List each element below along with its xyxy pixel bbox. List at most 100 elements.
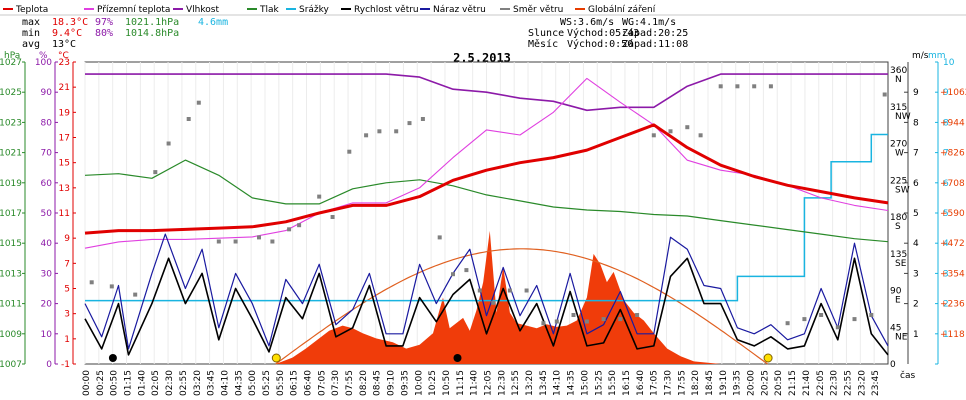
x-tick-label: 21:15 — [788, 370, 798, 396]
wind-direction-point — [524, 288, 529, 293]
x-tick-label: 16:15 — [622, 370, 632, 396]
x-tick-label: 21:40 — [802, 370, 812, 396]
tick-label-mm: 1 — [943, 330, 949, 340]
x-tick-label: 01:15 — [124, 370, 134, 396]
legend-label: Srážky — [299, 5, 330, 15]
wind-direction-point — [651, 133, 656, 138]
x-tick-label: 15:50 — [608, 370, 618, 396]
tick-label-hpa: 1017 — [0, 209, 22, 219]
tick-label-wm2: +944 — [940, 118, 965, 128]
chart-title: 2.5.2013 — [453, 51, 511, 65]
x-tick-label: 09:35 — [400, 370, 410, 396]
stats-max-hum: 97% — [95, 17, 113, 28]
wind-direction-point — [768, 84, 773, 89]
info-ws: WS:3.6m/s — [560, 17, 614, 28]
wind-direction-point — [89, 280, 94, 285]
wind-direction-point — [507, 288, 512, 293]
tick-label-dir: 315 — [890, 103, 907, 113]
stats-block: max 18.3°C 97% 1021.1hPa 4.6mm min 9.4°C… — [22, 17, 228, 50]
wind-direction-point — [819, 313, 824, 317]
moon-marker — [108, 354, 117, 362]
x-tick-label: 05:50 — [276, 370, 286, 396]
wind-direction-point — [394, 129, 399, 134]
wind-direction-point — [601, 317, 606, 322]
tick-label-mm: 9 — [943, 88, 949, 98]
x-tick-label: 18:45 — [705, 370, 715, 396]
tick-label-pct: 60 — [41, 179, 53, 189]
x-tick-label: 00:00 — [82, 370, 92, 396]
x-tick-label: 00:25 — [96, 370, 106, 396]
tick-label-mm: 6 — [943, 179, 949, 189]
tick-label-temp: 23 — [59, 58, 70, 68]
tick-label-dirname: NW — [895, 112, 911, 122]
solar-area — [85, 230, 888, 364]
x-tick-label: 15:00 — [580, 370, 590, 396]
wind-direction-point — [451, 272, 455, 277]
stats-min-press: 1014.8hPa — [125, 28, 179, 39]
x-tick-label: 19:35 — [733, 370, 743, 396]
wind-direction-point — [685, 125, 690, 130]
wind-gust-line — [84, 233, 889, 350]
wind-direction-point — [364, 133, 369, 138]
tick-label-temp: 11 — [59, 209, 70, 219]
wind-direction-point — [330, 215, 335, 219]
wind-direction-point — [541, 321, 546, 326]
tick-label-temp: 5 — [64, 285, 70, 295]
x-tick-label: 17:05 — [650, 370, 660, 396]
wind-direction-point — [698, 133, 703, 138]
tick-label-dirname: W — [895, 149, 904, 159]
sun-marker — [271, 353, 281, 363]
wind-direction-point — [668, 129, 673, 134]
tick-label-hpa: 1027 — [0, 58, 22, 68]
wind-direction-point — [166, 141, 171, 146]
x-tick-label: 10:00 — [414, 370, 424, 396]
tick-label-hpa: 1009 — [0, 330, 22, 340]
tick-label-dirname: N — [895, 75, 902, 85]
x-tick-label: 11:40 — [470, 370, 480, 396]
x-tick-label: 22:05 — [816, 370, 826, 396]
stats-min-label: min — [22, 28, 40, 39]
x-tick-label: 20:00 — [747, 370, 757, 396]
tick-label-ws: 6 — [913, 179, 919, 189]
info-slunce-zapad: Západ:20:25 — [622, 27, 688, 39]
x-tick-label: 08:45 — [373, 370, 383, 396]
x-tick-label: 11:15 — [456, 370, 466, 396]
wind-direction-point — [464, 268, 469, 273]
x-tick-label: 07:55 — [345, 370, 355, 396]
wind-direction-point — [735, 84, 740, 89]
legend-label: Směr větru — [513, 5, 563, 15]
legend-label: Náraz větru — [433, 5, 486, 15]
tick-label-ws: 8 — [913, 118, 919, 128]
wind-direction-point — [752, 84, 757, 89]
info-wg: WG:4.1m/s — [622, 17, 676, 28]
stats-max-temp: 18.3°C — [52, 17, 88, 28]
tick-label-pct: 80 — [41, 118, 53, 128]
stats-min-hum: 80% — [95, 28, 113, 39]
tick-label-pct: 100 — [35, 58, 52, 68]
wind-direction-point — [287, 227, 292, 232]
moon-marker — [453, 354, 462, 362]
tick-label-pct: 30 — [41, 269, 53, 279]
x-tick-label: 02:55 — [179, 370, 189, 396]
wind-direction-point — [233, 239, 238, 244]
x-tick-label: 12:05 — [484, 370, 494, 396]
wind-direction-point — [186, 117, 191, 121]
tick-label-hpa: 1011 — [0, 300, 22, 310]
wind-direction-point — [347, 149, 352, 154]
tick-label-wm2: +1062 — [940, 88, 966, 98]
tick-label-dir: 90 — [890, 287, 902, 297]
tick-label-wm2: +118 — [940, 330, 965, 340]
x-tick-label: 04:35 — [234, 370, 244, 396]
tick-label-dirname: NE — [895, 332, 908, 342]
tick-label-dir: 135 — [890, 250, 907, 260]
tick-label-ws: 4 — [913, 239, 919, 249]
wind-direction-point — [802, 317, 807, 322]
axis-unit-temp: °C — [58, 51, 69, 61]
tick-label-hpa: 1021 — [0, 149, 22, 159]
legend-label: Tlak — [259, 5, 280, 15]
x-tick-label: 13:45 — [539, 370, 549, 396]
wind-direction-point — [869, 313, 874, 317]
tick-label-temp: 19 — [59, 108, 71, 118]
tick-label-temp: 21 — [59, 83, 70, 93]
tick-label-dir: 270 — [890, 140, 907, 150]
